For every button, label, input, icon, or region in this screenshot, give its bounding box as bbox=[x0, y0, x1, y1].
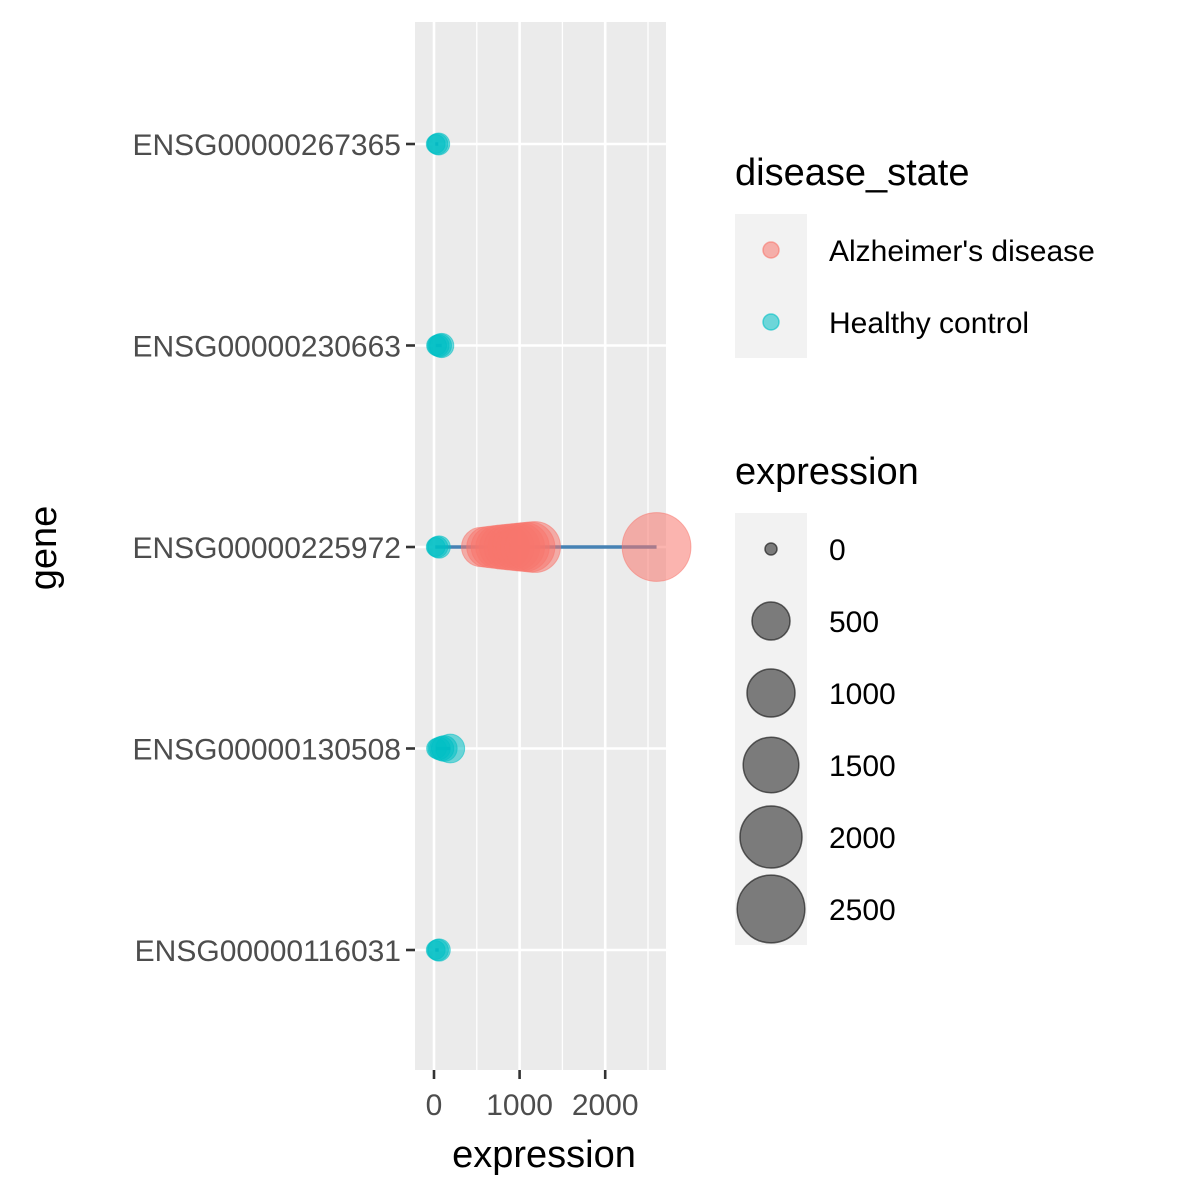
legend-label: 2000 bbox=[829, 822, 896, 855]
data-point bbox=[429, 332, 455, 359]
x-axis: 0 1000 2000 bbox=[426, 1070, 639, 1122]
y-tick-label: ENSG00000267365 bbox=[132, 129, 401, 162]
color-legend: disease_state Alzheimer's disease Healthy… bbox=[735, 152, 1095, 358]
legend-size-swatch bbox=[751, 601, 791, 641]
data-point bbox=[509, 521, 561, 573]
legend-size-swatch bbox=[764, 542, 778, 556]
y-tick-label: ENSG00000230663 bbox=[132, 331, 401, 364]
data-point bbox=[621, 512, 692, 582]
legend-size-swatch bbox=[746, 668, 796, 718]
data-point bbox=[427, 132, 451, 156]
x-tick-label: 2000 bbox=[572, 1089, 639, 1122]
legend-label: 1500 bbox=[829, 750, 896, 783]
legend-label: Healthy control bbox=[829, 307, 1029, 340]
y-axis-title: gene bbox=[23, 506, 65, 591]
legend-label: Alzheimer's disease bbox=[829, 235, 1095, 268]
legend-size-swatch bbox=[739, 805, 803, 869]
legend-size-swatch bbox=[736, 874, 806, 944]
legend-label: 2500 bbox=[829, 894, 896, 927]
data-point bbox=[427, 535, 451, 559]
y-tick-label: ENSG00000225972 bbox=[132, 532, 401, 565]
data-point bbox=[435, 733, 466, 764]
legend-label: 500 bbox=[829, 606, 879, 639]
x-tick-label: 0 bbox=[426, 1089, 443, 1122]
y-tick-label: ENSG00000116031 bbox=[135, 935, 401, 968]
legend-size-swatch bbox=[742, 736, 800, 794]
size-legend-title: expression bbox=[735, 451, 919, 493]
x-axis-title: expression bbox=[452, 1134, 636, 1176]
x-tick-label: 1000 bbox=[486, 1089, 553, 1122]
size-legend: expression 0 500 1000 1500 2000 2500 bbox=[735, 451, 919, 945]
data-point bbox=[427, 938, 451, 962]
y-axis: ENSG00000267365 ENSG00000230663 ENSG000002… bbox=[132, 129, 415, 968]
y-tick-label: ENSG00000130508 bbox=[132, 734, 401, 767]
legend-label: 1000 bbox=[829, 678, 896, 711]
legend-swatch bbox=[762, 241, 780, 259]
data-points bbox=[425, 132, 692, 962]
legend-swatch bbox=[762, 313, 780, 331]
legend-label: 0 bbox=[829, 534, 846, 567]
color-legend-title: disease_state bbox=[735, 152, 970, 194]
